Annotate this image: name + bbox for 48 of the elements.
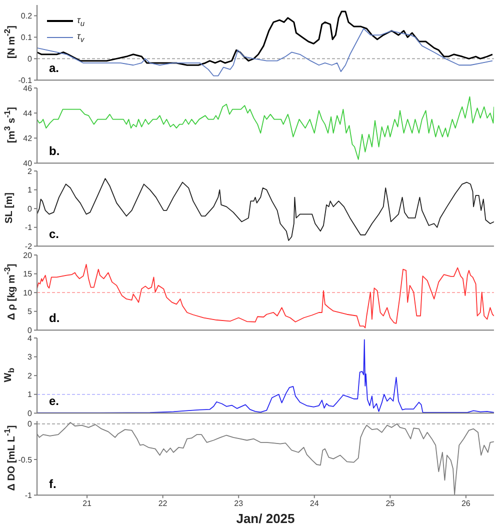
y-tick-label: 0 [28, 204, 33, 214]
x-tick-label: 22 [158, 498, 168, 508]
x-tick-label: 24 [310, 498, 320, 508]
line-series [37, 263, 494, 328]
y-tick-label: 3 [28, 352, 33, 362]
y-tick-label: 4 [28, 333, 33, 342]
x-axis-title: Jan/ 2025 [236, 510, 295, 526]
annotation: a. [49, 61, 60, 76]
annotation: e. [49, 394, 60, 408]
y-tick-label: 46 [23, 84, 33, 93]
y-tick-label: 0 [28, 325, 33, 334]
x-tick-label: 21 [82, 498, 92, 508]
y-tick-label: 1 [28, 186, 33, 195]
legend-label: τ$_{v}$ [77, 30, 84, 44]
y-tick-label: 0 [28, 54, 33, 64]
y-tick-label: 40 [23, 159, 33, 168]
y-tick-label: -1 [24, 224, 33, 233]
x-tick-label: 23 [234, 498, 244, 508]
y-tick-label: 10 [23, 288, 33, 297]
y-tick-label: 5 [28, 306, 33, 316]
line-series [37, 178, 494, 242]
y-tick-label: -0.1 [18, 76, 33, 85]
annotation: c. [49, 227, 60, 242]
line-series [37, 422, 494, 495]
line-series [37, 10, 494, 66]
y-tick-label: 1 [28, 390, 33, 399]
y-axis-title: SL [m] [4, 192, 15, 224]
annotation: f. [49, 476, 56, 491]
y-tick-label: 15 [23, 269, 33, 278]
y-tick-label: -0.5 [18, 455, 33, 464]
y-tick-label: 0 [28, 420, 33, 429]
y-tick-label: 0.2 [20, 12, 33, 21]
y-tick-label: -1 [24, 490, 33, 500]
annotation: b. [49, 144, 60, 158]
line-series [37, 28, 493, 76]
y-tick-label: 0 [28, 408, 33, 418]
y-tick-label: 2 [28, 371, 33, 380]
y-tick-label: 42 [23, 134, 33, 144]
y-tick-label: 0.1 [20, 33, 33, 42]
x-tick-label: 25 [386, 498, 396, 508]
y-tick-label: -2 [24, 242, 33, 252]
y-tick-label: 2 [28, 167, 33, 176]
annotation: d. [49, 310, 60, 325]
x-tick-label: 26 [461, 498, 471, 508]
legend-label: τ$_{u}$ [77, 14, 85, 28]
line-series [37, 96, 494, 160]
y-tick-label: 44 [23, 109, 33, 118]
y-tick-label: 20 [23, 250, 33, 260]
